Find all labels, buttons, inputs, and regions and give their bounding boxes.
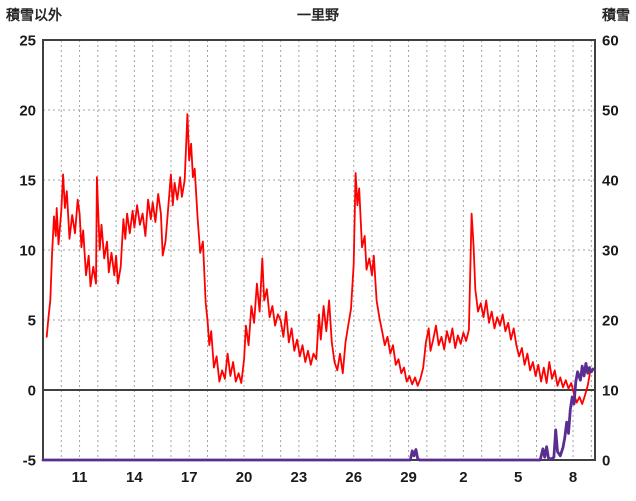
- y-right-tick-label: 20: [602, 313, 619, 330]
- x-tick-label: 23: [291, 469, 308, 486]
- left-axis-title: 積雪以外: [6, 7, 62, 23]
- snow-depth-line: [41, 361, 595, 462]
- y-right-tick-label: 50: [602, 103, 619, 120]
- x-tick-label: 14: [126, 469, 143, 486]
- x-tick-label: 26: [345, 469, 362, 486]
- x-tick-label: 17: [181, 469, 198, 486]
- y-right-tick-label: 30: [602, 243, 619, 260]
- y-right-tick-label: 0: [602, 453, 610, 470]
- y-right-tick-label: 40: [602, 173, 619, 190]
- chart-title: 一里野: [297, 7, 339, 23]
- y-left-tick-label: 15: [19, 173, 36, 190]
- y-left-tick-label: 10: [19, 243, 36, 260]
- y-left-tick-label: 0: [28, 383, 36, 400]
- x-tick-label: 29: [400, 469, 417, 486]
- x-tick-label: 8: [569, 469, 577, 486]
- x-tick-label: 5: [514, 469, 522, 486]
- x-tick-label: 20: [236, 469, 253, 486]
- y-right-tick-label: 10: [602, 383, 619, 400]
- y-left-tick-label: 5: [28, 313, 36, 330]
- non-snow-line: [45, 113, 592, 405]
- x-tick-label: 11: [72, 469, 88, 486]
- right-axis-title: 積雪: [602, 7, 630, 23]
- y-right-tick-label: 60: [602, 33, 619, 50]
- y-left-tick-label: 20: [19, 103, 36, 120]
- y-left-tick-label: -5: [23, 453, 36, 470]
- x-tick-label: 2: [459, 469, 467, 486]
- y-left-tick-label: 25: [19, 33, 36, 50]
